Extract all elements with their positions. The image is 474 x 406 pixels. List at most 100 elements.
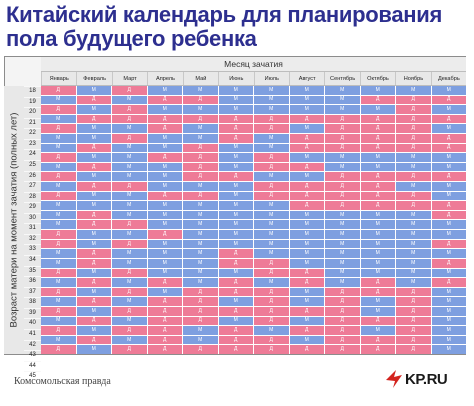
girl-cell: Д xyxy=(147,124,182,134)
girl-cell: Д xyxy=(431,201,466,210)
age-label: 44 xyxy=(24,360,41,372)
age-label: 32 xyxy=(24,233,41,245)
boy-cell: М xyxy=(147,162,182,172)
boy-cell: М xyxy=(431,105,466,114)
girl-cell: Д xyxy=(41,124,76,134)
girl-cell: Д xyxy=(396,134,431,143)
girl-cell: Д xyxy=(76,95,111,105)
girl-cell: Д xyxy=(360,143,395,153)
boy-cell: М xyxy=(147,134,182,143)
boy-cell: М xyxy=(325,86,360,95)
girl-cell: Д xyxy=(254,316,289,326)
girl-cell: Д xyxy=(41,345,76,354)
month-row: Январь Февраль Март Апрель Май Июнь Июль Август… xyxy=(41,72,466,86)
month-label: Август xyxy=(288,72,324,85)
girl-cell: Д xyxy=(254,114,289,124)
boy-cell: М xyxy=(76,287,111,297)
month-label: Ноябрь xyxy=(395,72,430,85)
girl-cell: Д xyxy=(76,258,111,268)
boy-cell: М xyxy=(218,86,253,95)
boy-cell: М xyxy=(183,105,218,114)
girl-cell: Д xyxy=(218,335,253,345)
girl-cell: Д xyxy=(325,182,360,191)
boy-cell: М xyxy=(325,249,360,258)
boy-cell: М xyxy=(360,326,395,335)
y-axis-label: Возраст матери на момент зачатия (полных… xyxy=(8,112,20,328)
age-label: 26 xyxy=(24,170,41,182)
girl-cell: Д xyxy=(289,326,324,335)
girl-cell: Д xyxy=(183,114,218,124)
girl-cell: Д xyxy=(431,239,466,249)
age-label: 45 xyxy=(24,371,41,382)
age-label: 33 xyxy=(24,244,41,255)
girl-cell: Д xyxy=(76,220,111,230)
girl-cell: Д xyxy=(360,124,395,134)
month-label: Октябрь xyxy=(359,72,395,85)
girl-cell: Д xyxy=(289,278,324,287)
girl-cell: Д xyxy=(396,345,431,354)
age-label: 39 xyxy=(24,307,41,319)
girl-cell: Д xyxy=(254,306,289,316)
month-label: Июнь xyxy=(218,72,253,85)
boy-cell: М xyxy=(183,182,218,191)
girl-cell: Д xyxy=(147,153,182,162)
girl-cell: Д xyxy=(147,278,182,287)
girl-cell: Д xyxy=(112,268,147,278)
boy-cell: М xyxy=(289,230,324,239)
age-label: 21 xyxy=(24,117,41,129)
boy-cell: М xyxy=(325,105,360,114)
boy-cell: М xyxy=(76,239,111,249)
boy-cell: М xyxy=(147,268,182,278)
girl-cell: Д xyxy=(325,114,360,124)
boy-cell: М xyxy=(112,162,147,172)
boy-cell: М xyxy=(360,297,395,306)
girl-cell: Д xyxy=(218,249,253,258)
girl-cell: Д xyxy=(41,326,76,335)
boy-cell: М xyxy=(360,220,395,230)
age-label: 43 xyxy=(24,350,41,361)
girl-cell: Д xyxy=(325,297,360,306)
girl-cell: Д xyxy=(183,172,218,182)
boy-cell: М xyxy=(396,153,431,162)
age-label: 40 xyxy=(24,318,41,329)
boy-cell: М xyxy=(360,153,395,162)
boy-cell: М xyxy=(360,86,395,95)
girl-cell: Д xyxy=(254,345,289,354)
month-label: Март xyxy=(111,72,147,85)
boy-cell: М xyxy=(147,239,182,249)
girl-cell: Д xyxy=(325,172,360,182)
boy-cell: М xyxy=(183,210,218,220)
girl-cell: Д xyxy=(325,316,360,326)
girl-cell: Д xyxy=(396,287,431,297)
girl-cell: Д xyxy=(360,114,395,124)
boy-cell: М xyxy=(112,191,147,201)
boy-cell: М xyxy=(289,95,324,105)
boy-cell: М xyxy=(360,258,395,268)
boy-cell: М xyxy=(254,239,289,249)
boy-cell: М xyxy=(218,191,253,201)
boy-cell: М xyxy=(183,335,218,345)
girl-cell: Д xyxy=(218,124,253,134)
girl-cell: Д xyxy=(41,153,76,162)
boy-cell: М xyxy=(41,316,76,326)
boy-cell: М xyxy=(41,278,76,287)
girl-cell: Д xyxy=(147,297,182,306)
boy-cell: М xyxy=(325,210,360,220)
girl-cell: Д xyxy=(183,316,218,326)
boy-cell: М xyxy=(325,230,360,239)
month-label: Сентябрь xyxy=(324,72,359,85)
girl-cell: Д xyxy=(76,278,111,287)
boy-cell: М xyxy=(325,239,360,249)
boy-cell: М xyxy=(147,86,182,95)
boy-cell: М xyxy=(76,124,111,134)
girl-cell: Д xyxy=(289,134,324,143)
boy-cell: М xyxy=(289,297,324,306)
girl-cell: Д xyxy=(183,95,218,105)
girl-cell: Д xyxy=(254,268,289,278)
age-label: 31 xyxy=(24,223,41,234)
boy-cell: М xyxy=(218,316,253,326)
boy-cell: М xyxy=(431,316,466,326)
girl-cell: Д xyxy=(76,316,111,326)
boy-cell: М xyxy=(325,278,360,287)
boy-cell: М xyxy=(147,105,182,114)
